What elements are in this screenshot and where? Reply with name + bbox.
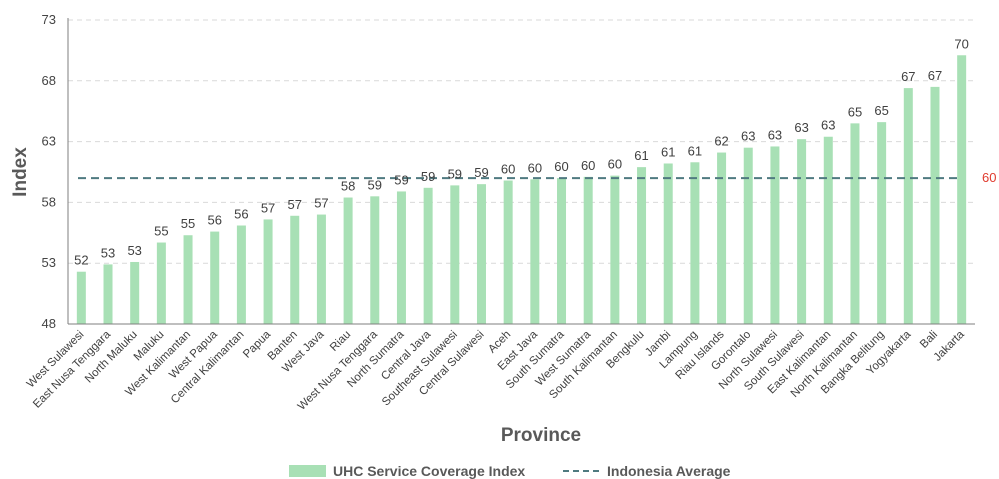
- bar: [637, 167, 647, 324]
- bar-value-label: 57: [261, 200, 275, 215]
- bar: [610, 175, 620, 324]
- bar: [450, 185, 460, 324]
- bar-data-labels: 52 53 53 55 55 56 56 57 57 57 58 59 59 59 59 59 60 60 60 60…: [74, 36, 969, 267]
- bars: [76, 55, 967, 324]
- bar-value-label: 60: [581, 158, 595, 173]
- bar-value-label: 67: [901, 69, 915, 84]
- bar-value-label: 63: [741, 129, 755, 144]
- x-axis-title: Province: [501, 425, 581, 446]
- bar-value-label: 57: [288, 197, 302, 212]
- bar-value-label: 61: [688, 143, 702, 158]
- bar: [690, 162, 700, 324]
- y-tick-label: 68: [42, 73, 56, 88]
- bar: [957, 55, 967, 324]
- average-line-label: 60: [982, 170, 996, 185]
- bar-value-label: 60: [501, 162, 515, 177]
- bar: [290, 215, 300, 324]
- bar: [263, 219, 273, 324]
- bar: [903, 88, 913, 324]
- bar-value-label: 57: [314, 196, 328, 211]
- bar: [503, 180, 513, 324]
- bar-value-label: 59: [474, 165, 488, 180]
- bar-value-label: 60: [554, 159, 568, 174]
- y-tick-label: 58: [42, 194, 56, 209]
- bar-value-label: 61: [661, 144, 675, 159]
- bar: [583, 176, 593, 324]
- bar: [316, 214, 326, 324]
- category-label: Jakarta: [932, 328, 968, 364]
- y-tick-label: 63: [42, 134, 56, 149]
- legend-line-label: Indonesia Average: [607, 463, 731, 479]
- bar-value-label: 59: [368, 177, 382, 192]
- y-axis-title: Index: [10, 147, 31, 197]
- bar: [770, 146, 780, 324]
- bar-value-label: 55: [181, 216, 195, 231]
- bar: [183, 235, 193, 324]
- bar: [663, 163, 673, 324]
- bar-value-label: 52: [74, 253, 88, 268]
- bar: [343, 197, 353, 324]
- bar: [850, 123, 860, 324]
- bar: [877, 122, 887, 324]
- bar: [236, 225, 246, 324]
- bar-value-label: 56: [234, 207, 248, 222]
- category-label: Bali: [918, 329, 940, 351]
- bar: [557, 178, 567, 324]
- bar-value-label: 59: [394, 172, 408, 187]
- bar: [76, 271, 86, 324]
- y-tick-labels: 48 53 58 63 68 73: [42, 12, 56, 331]
- bar-value-label: 53: [127, 243, 141, 258]
- bar-value-label: 58: [341, 179, 355, 194]
- legend-bar-swatch: [289, 465, 326, 477]
- y-tick-label: 48: [42, 316, 56, 331]
- average-line-group: 60: [78, 170, 996, 185]
- legend-bar-label: UHC Service Coverage Index: [333, 463, 525, 479]
- legend: UHC Service Coverage Index Indonesia Ave…: [289, 463, 731, 479]
- bar-value-label: 62: [714, 134, 728, 149]
- bar-value-label: 61: [634, 148, 648, 163]
- bar: [396, 191, 406, 324]
- bar-value-label: 67: [928, 68, 942, 83]
- bar: [370, 196, 380, 324]
- bar: [130, 261, 140, 324]
- bar-value-label: 63: [768, 127, 782, 142]
- y-tick-label: 73: [42, 12, 56, 27]
- bar-value-label: 70: [954, 36, 968, 51]
- bar-value-label: 59: [421, 169, 435, 184]
- bar: [103, 264, 113, 324]
- bar: [717, 152, 727, 324]
- bar: [930, 86, 940, 324]
- bar-value-label: 63: [794, 120, 808, 135]
- bar-value-label: 65: [848, 104, 862, 119]
- bar-value-label: 53: [101, 245, 115, 260]
- bar: [530, 179, 540, 324]
- bar: [210, 231, 220, 324]
- y-tick-label: 53: [42, 255, 56, 270]
- bar-value-label: 56: [207, 213, 221, 228]
- bar: [797, 139, 807, 324]
- bar-value-label: 60: [608, 157, 622, 172]
- bar-value-label: 65: [874, 103, 888, 118]
- bar: [823, 136, 833, 324]
- bar: [156, 242, 166, 324]
- bar-value-label: 63: [821, 118, 835, 133]
- gridlines: [68, 19, 975, 264]
- bar-value-label: 55: [154, 224, 168, 239]
- bar-value-label: 60: [528, 160, 542, 175]
- bar: [423, 187, 433, 324]
- bar: [743, 147, 753, 324]
- bar-value-label: 59: [448, 166, 462, 181]
- bar: [476, 184, 486, 324]
- axes: [67, 18, 975, 325]
